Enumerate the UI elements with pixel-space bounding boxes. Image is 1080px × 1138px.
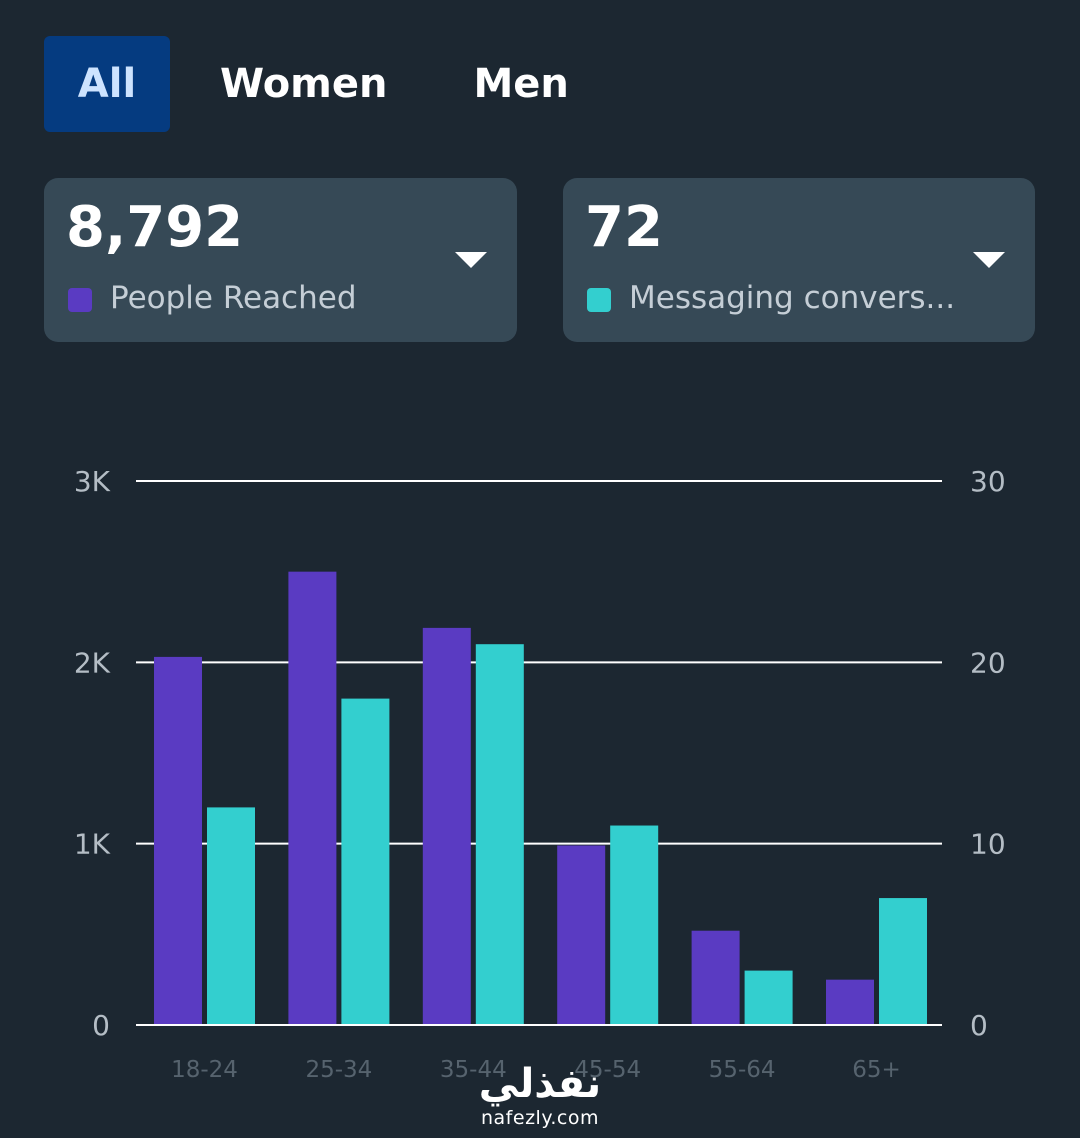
y-left-tick-label: 3K [74,465,111,498]
people-reached-bar [557,845,606,1025]
age-bar-chart: 0 1K 2K 3K 0 10 20 30 18-24 25-34 35-44 45-54 55-64 6… [74,465,1006,1083]
y-right-tick-label: 30 [970,465,1006,498]
x-tick-label: 25-34 [305,1057,372,1083]
tab-men[interactable]: Men [473,61,569,107]
x-tick-label: 45-54 [574,1057,641,1083]
tab-women[interactable]: Women [220,61,388,107]
chevron-down-icon[interactable] [973,252,1005,268]
y-left-tick-label: 1K [74,828,111,861]
x-tick-label: 18-24 [171,1057,238,1083]
x-tick-label: 55-64 [709,1057,776,1083]
messaging-bar [744,970,793,1025]
people-reached-bar [691,930,740,1025]
people-reached-card[interactable]: 8,792 People Reached [44,178,517,342]
people-reached-bar [826,979,874,1025]
y-right-tick-label: 10 [970,828,1006,861]
tab-all[interactable]: All [44,36,170,132]
messaging-card[interactable]: 72 Messaging convers... [563,178,1035,342]
messaging-bar [610,825,659,1025]
watermark: نفذلي nafezly.com [470,1060,610,1128]
messaging-label: Messaging convers... [629,280,956,316]
messaging-swatch [587,288,611,312]
y-right-tick-label: 0 [970,1009,988,1042]
people-reached-bar [288,571,337,1025]
y-right-tick-label: 20 [970,646,1006,679]
y-left-tick-label: 0 [92,1009,110,1042]
watermark-latin: nafezly.com [481,1107,599,1129]
messaging-bar [475,644,524,1025]
messaging-bar [341,698,390,1025]
people-reached-bar [154,656,202,1025]
chevron-down-icon[interactable] [455,252,487,268]
people-reached-swatch [68,288,92,312]
x-tick-label: 35-44 [440,1057,507,1083]
messaging-value: 72 [585,195,663,260]
people-reached-label: People Reached [110,280,357,316]
x-tick-label: 65+ [852,1057,901,1083]
watermark-arabic: نفذلي [478,1061,602,1107]
audience-tabs: All Women Men [44,36,569,132]
people-reached-value: 8,792 [66,195,244,260]
messaging-bar [207,807,255,1025]
y-left-tick-label: 2K [74,646,111,679]
messaging-bar [879,898,927,1025]
people-reached-bar [422,627,471,1025]
